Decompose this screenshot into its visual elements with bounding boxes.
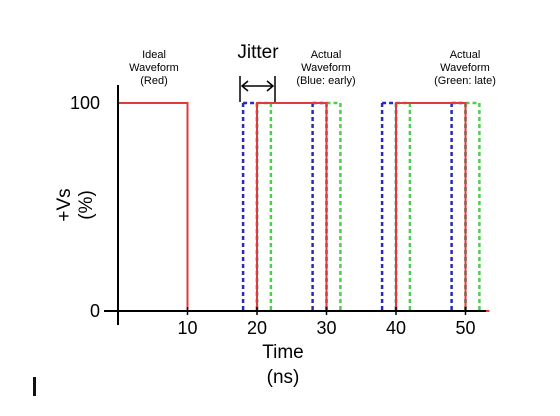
text-cursor-icon [33,377,36,396]
series-red-ideal [117,102,490,312]
series-blue-early [241,101,467,311]
ideal-label-line2: Waveform [129,62,179,74]
late-label-line3: (Green: late) [434,75,496,87]
x-tick-label: 30 [316,318,336,338]
early-label-line1: Actual [311,49,342,61]
x-tick-label: 50 [455,318,475,338]
axes-layer [104,85,486,325]
series-layer [117,101,490,312]
x-axis-unit: (ns) [267,367,300,388]
jitter-arrow-left-head [240,80,249,92]
early-waveform-annotation: Actual Waveform (Blue: early) [296,49,355,87]
x-axis-label: Time [262,342,304,363]
y-axis-unit: (%) [76,190,97,220]
ideal-waveform-annotation: Ideal Waveform (Red) [129,49,179,87]
ideal-label-line3: (Red) [140,75,168,87]
x-tick-label: 10 [177,318,197,338]
x-tick-label: 40 [386,318,406,338]
late-waveform-annotation: Actual Waveform (Green: late) [434,49,496,87]
y-tick-label: 0 [90,301,100,321]
ideal-label-line1: Ideal [142,49,166,61]
y-axis-label: +Vs [54,188,75,221]
y-tick-label: 100 [70,93,100,113]
early-label-line2: Waveform [301,62,351,74]
jitter-label: Jitter [237,42,279,63]
tick-labels: 10 20 30 40 50 0 100 [70,93,476,338]
series-green-late [255,101,481,311]
late-label-line2: Waveform [440,62,490,74]
late-label-line1: Actual [450,49,481,61]
x-tick-label: 20 [247,318,267,338]
jitter-annotation: Jitter [237,42,279,102]
early-label-line3: (Blue: early) [296,75,355,87]
jitter-arrow-right-head [266,80,275,92]
